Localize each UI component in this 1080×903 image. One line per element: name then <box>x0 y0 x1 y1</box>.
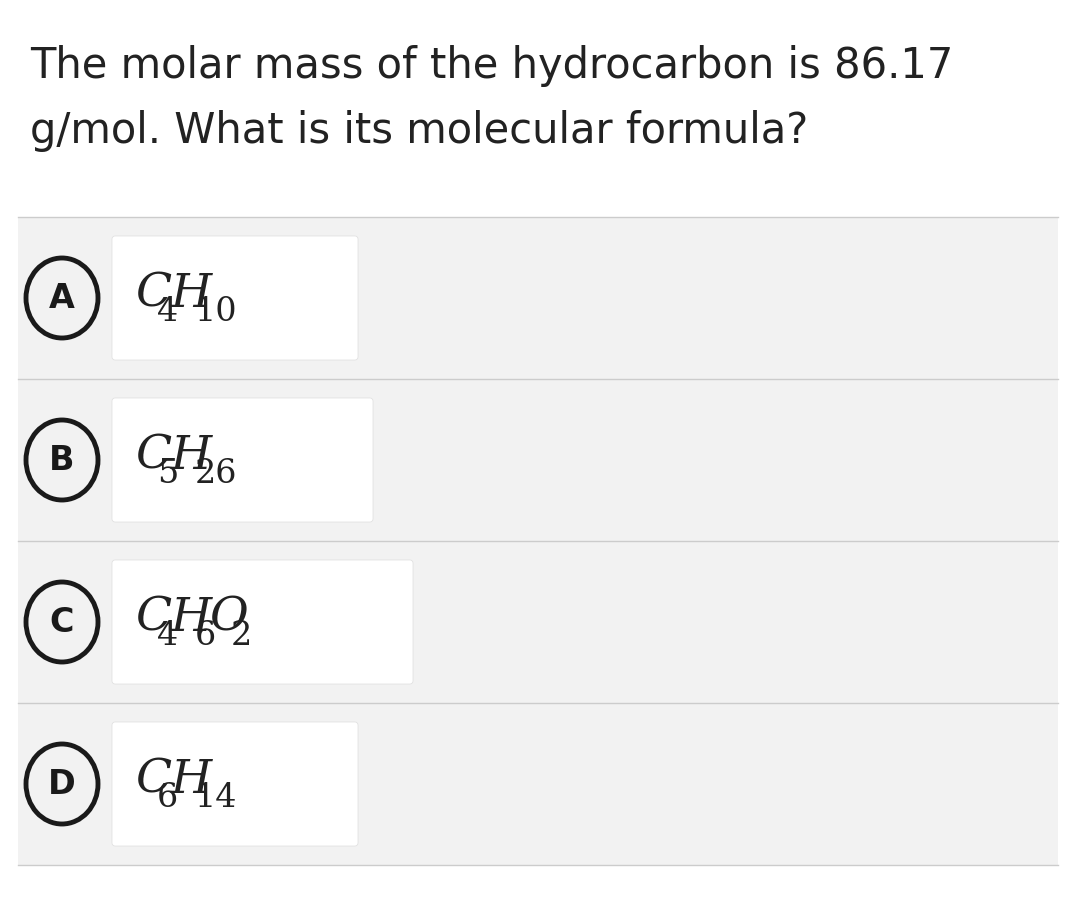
Text: 10: 10 <box>195 295 238 328</box>
Text: H: H <box>171 271 213 316</box>
Text: The molar mass of the hydrocarbon is 86.17: The molar mass of the hydrocarbon is 86.… <box>30 45 954 87</box>
Text: 6: 6 <box>195 619 216 651</box>
Text: H: H <box>171 757 213 802</box>
Text: O: O <box>210 595 247 640</box>
Bar <box>18 542 1058 703</box>
Text: 6: 6 <box>157 781 178 813</box>
Text: g/mol. What is its molecular formula?: g/mol. What is its molecular formula? <box>30 110 808 152</box>
Text: 2: 2 <box>231 619 253 651</box>
Text: 5: 5 <box>157 458 178 489</box>
Text: 26: 26 <box>195 458 238 489</box>
Text: A: A <box>49 282 75 315</box>
FancyBboxPatch shape <box>112 722 357 846</box>
Text: 4: 4 <box>157 295 178 328</box>
Text: H: H <box>171 595 213 640</box>
Text: 14: 14 <box>195 781 238 813</box>
Text: C: C <box>135 757 171 802</box>
FancyBboxPatch shape <box>112 237 357 360</box>
Bar <box>18 218 1058 379</box>
Text: B: B <box>50 444 75 477</box>
FancyBboxPatch shape <box>112 398 373 523</box>
Text: C: C <box>135 271 171 316</box>
Text: C: C <box>135 433 171 478</box>
FancyBboxPatch shape <box>112 561 413 684</box>
Text: D: D <box>49 768 76 801</box>
Bar <box>18 379 1058 542</box>
Text: 4: 4 <box>157 619 178 651</box>
Text: C: C <box>50 606 75 638</box>
Text: H: H <box>171 433 213 478</box>
Text: C: C <box>135 595 171 640</box>
Bar <box>18 703 1058 865</box>
